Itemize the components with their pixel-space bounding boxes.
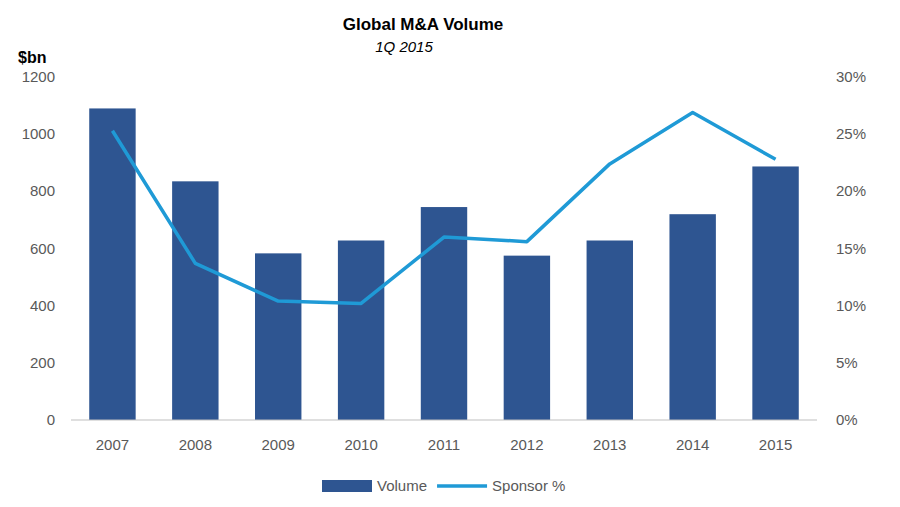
bar <box>587 240 633 420</box>
y2-tick-label: 10% <box>836 297 866 314</box>
x-tick-label: 2011 <box>428 436 460 453</box>
legend-swatch <box>322 480 372 492</box>
y-tick-label: 1200 <box>22 68 55 85</box>
y-tick-label: 400 <box>30 297 55 314</box>
subtitle: 1Q 2015 <box>375 38 433 55</box>
plot-marks <box>89 108 799 420</box>
x-tick-label: 2008 <box>179 436 212 453</box>
x-tick-label: 2009 <box>262 436 295 453</box>
y-axis-label: $bn <box>18 49 46 66</box>
legend-label: Sponsor % <box>492 477 565 494</box>
bar <box>338 240 384 420</box>
y2-tick-label: 20% <box>836 182 866 199</box>
bar <box>752 166 798 420</box>
x-tick-label: 2015 <box>759 436 792 453</box>
chart: Global M&A Volume 1Q 2015 $bn 0 200 400 600 800… <box>0 0 900 507</box>
y2-tick-label: 15% <box>836 240 866 257</box>
x-tick-label: 2007 <box>96 436 129 453</box>
y-tick-label: 1000 <box>22 125 55 142</box>
y2-tick-label: 5% <box>836 354 858 371</box>
y-tick-label: 600 <box>30 240 55 257</box>
bar <box>669 214 715 420</box>
y-tick-label: 0 <box>47 411 55 428</box>
y2-tick-label: 30% <box>836 68 866 85</box>
legend-label: Volume <box>377 477 427 494</box>
x-tick-label: 2012 <box>510 436 543 453</box>
legend-swatch <box>437 484 487 488</box>
y2-tick-label: 0% <box>836 411 858 428</box>
x-tick-label: 2014 <box>676 436 709 453</box>
y-tick-label: 800 <box>30 182 55 199</box>
bar <box>504 256 550 420</box>
y-tick-label: 200 <box>30 354 55 371</box>
x-tick-label: 2013 <box>593 436 626 453</box>
y2-tick-label: 25% <box>836 125 866 142</box>
title: Global M&A Volume <box>343 15 504 34</box>
x-tick-label: 2010 <box>344 436 377 453</box>
bar <box>255 253 301 420</box>
line <box>112 112 775 303</box>
bar <box>172 181 218 420</box>
x-axis-line <box>71 420 817 421</box>
